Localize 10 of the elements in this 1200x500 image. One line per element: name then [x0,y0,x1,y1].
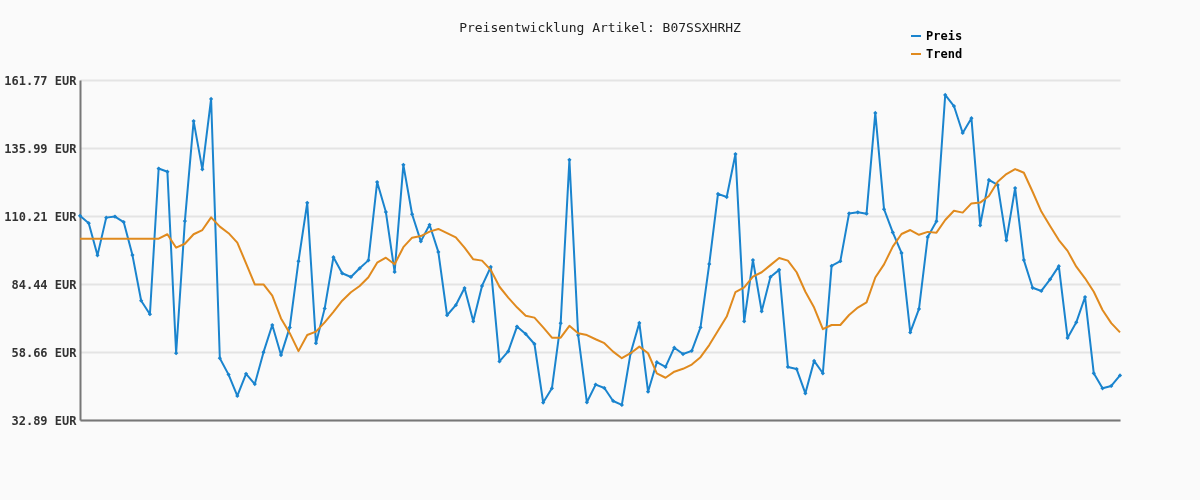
chart-title: Preisentwicklung Artikel: B07SSXHRHZ [459,20,742,35]
y-tick-label: 161.77 EUR [4,73,78,88]
y-tick-label: 110.21 EUR [4,209,78,224]
legend-label: Trend [926,47,963,61]
y-tick-label: 32.89 EUR [11,413,78,428]
y-tick-label: 135.99 EUR [4,141,78,156]
legend-label: Preis [926,29,963,43]
y-tick-label: 84.44 EUR [11,277,78,292]
y-tick-label: 58.66 EUR [11,345,78,360]
line-series [79,168,1121,379]
